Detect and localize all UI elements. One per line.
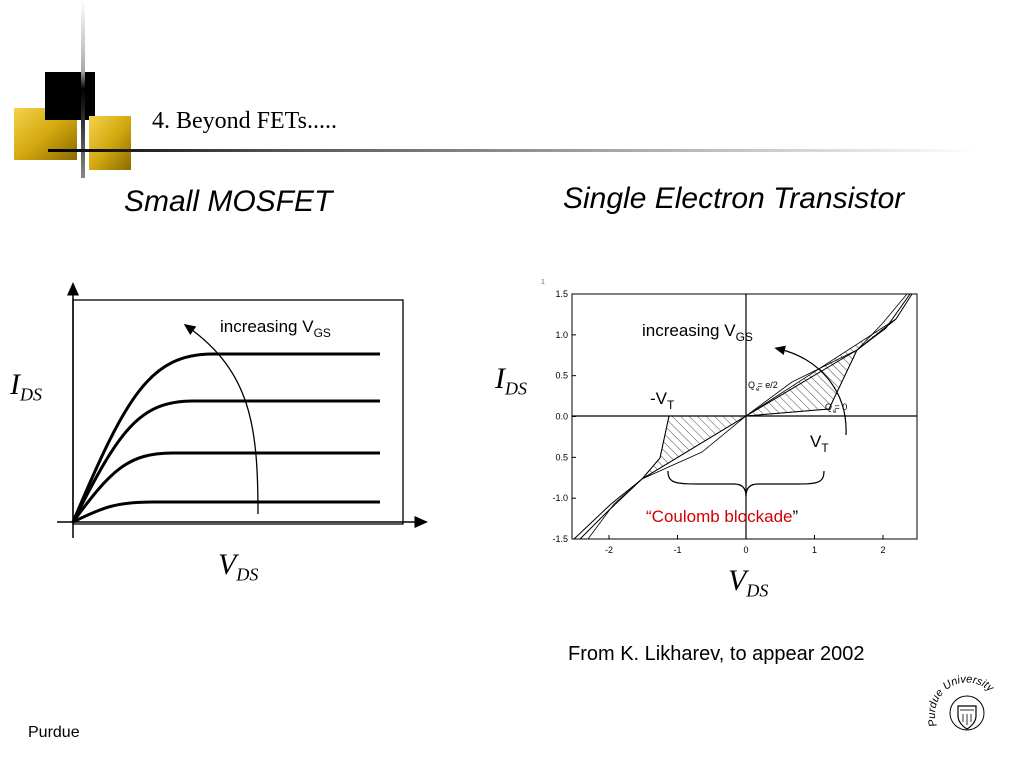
increasing-vgs-label: increasing VGS xyxy=(220,317,331,340)
increasing-vgs-arrow xyxy=(183,323,259,515)
gold-square-right xyxy=(89,116,131,170)
x-tick-label: -1 xyxy=(673,545,681,555)
x-ticks: -2 -1 0 1 2 xyxy=(605,535,886,555)
y-tick-label: -1.5 xyxy=(552,534,568,544)
qe-half-label: Q = e/2 xyxy=(748,380,778,390)
y-tick-label: 0.5 xyxy=(555,452,568,462)
mosfet-heading: Small MOSFET xyxy=(124,185,333,218)
x-tick-label: 2 xyxy=(880,545,885,555)
slide-title: 4. Beyond FETs..... xyxy=(152,108,337,134)
qe-zero-label: Q = 0 xyxy=(825,402,847,412)
pos-vt-label: VT xyxy=(810,432,829,455)
mosfet-diagram: increasing VGS xyxy=(57,282,428,538)
title-underline xyxy=(48,149,978,152)
iv-curve-qe-half xyxy=(573,293,913,540)
set-ids-label: IDS xyxy=(495,362,527,399)
set-vds-label: VDS xyxy=(728,564,769,601)
title-decoration xyxy=(14,0,978,178)
coulomb-blockade-label: “Coulomb blockade” xyxy=(646,507,798,526)
y-tick-label: 0.0 xyxy=(555,412,568,422)
qe-half-subscript: e xyxy=(756,387,760,393)
mosfet-vds-label: VDS xyxy=(218,548,259,585)
qe-zero-subscript: e xyxy=(833,409,837,415)
purdue-seal-icon: Purdue University xyxy=(926,673,997,731)
x-tick-label: 0 xyxy=(743,545,748,555)
neg-vt-label: -VT xyxy=(650,389,675,412)
y-tick-label: -1.0 xyxy=(552,493,568,503)
x-tick-label: 1 xyxy=(812,545,817,555)
mosfet-curve xyxy=(72,500,380,524)
vertical-rule xyxy=(81,0,85,178)
mosfet-curves xyxy=(71,352,380,524)
mosfet-ids-label: IDS xyxy=(10,368,42,405)
corner-mark: 1 xyxy=(541,279,545,286)
set-heading: Single Electron Transistor xyxy=(563,182,905,215)
iv-curve-intermediate xyxy=(587,293,908,540)
y-ticks: 1.5 1.0 0.5 0.0 0.5 -1.0 -1.5 xyxy=(552,289,576,544)
increasing-vgs-label: increasing VGS xyxy=(642,321,753,344)
set-plot: 1 1.5 1.0 0.5 0.0 0.5 -1.0 -1.5 -2 -1 0 1 2 Q = e/… xyxy=(541,279,918,555)
y-tick-label: 0.5 xyxy=(555,371,568,381)
y-tick-label: 1.5 xyxy=(555,289,568,299)
increasing-vgs-arrow xyxy=(774,345,847,436)
y-tick-label: 1.0 xyxy=(555,330,568,340)
citation: From K. Likharev, to appear 2002 xyxy=(568,643,865,665)
black-square xyxy=(45,72,95,120)
x-tick-label: -2 xyxy=(605,545,613,555)
mosfet-curve xyxy=(71,352,380,523)
blockade-brace xyxy=(667,470,825,497)
footer-label: Purdue xyxy=(28,724,80,741)
mosfet-curve xyxy=(71,399,380,523)
svg-text:Purdue University: Purdue University xyxy=(926,673,997,728)
mosfet-curve xyxy=(71,451,380,523)
